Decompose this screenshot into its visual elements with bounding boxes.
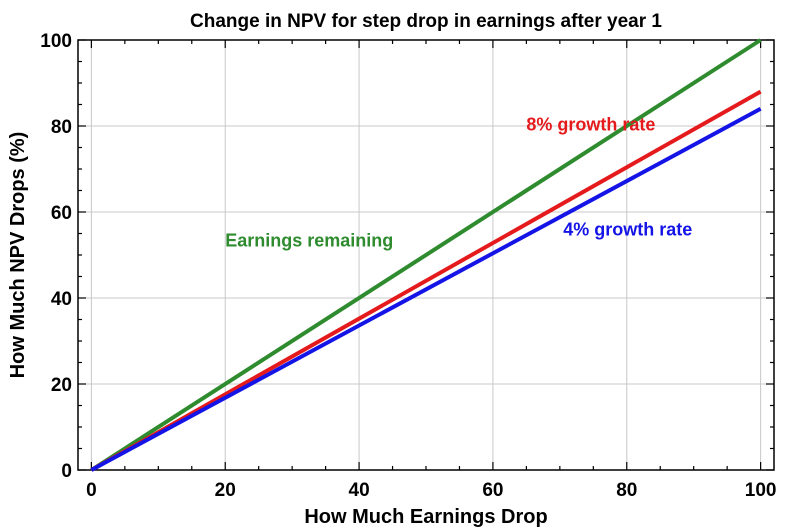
annotation-label: Earnings remaining [225,230,393,250]
x-tick-label: 100 [745,480,777,501]
annotation-label: 4% growth rate [563,220,692,240]
annotation-label: 8% growth rate [526,114,655,134]
series [90,38,762,472]
y-tick-label: 60 [51,203,72,224]
series-line-8-growth-rate [90,89,762,472]
x-tick-label: 60 [482,480,503,501]
x-tick-label: 0 [86,480,97,501]
x-tick-label: 80 [616,480,637,501]
y-tick-label: 100 [40,31,72,52]
y-tick-label: 20 [51,375,72,396]
y-axis-title: How Much NPV Drops (%) [7,132,29,379]
series-line-4-growth-rate [90,107,762,472]
y-tick-label: 40 [51,289,72,310]
x-tick-label: 20 [215,480,236,501]
annotations: Earnings remaining 8% growth rate 4% growt… [225,114,692,250]
ticks: 0 20 40 60 80 100 0 20 40 60 80 100 [40,31,776,501]
chart-title: Change in NPV for step drop in earnings … [190,11,662,32]
x-axis-title: How Much Earnings Drop [304,506,547,528]
series-line-earnings-remaining [90,38,762,472]
x-tick-label: 40 [349,480,370,501]
y-tick-label: 0 [61,461,72,482]
y-tick-label: 80 [51,117,72,138]
